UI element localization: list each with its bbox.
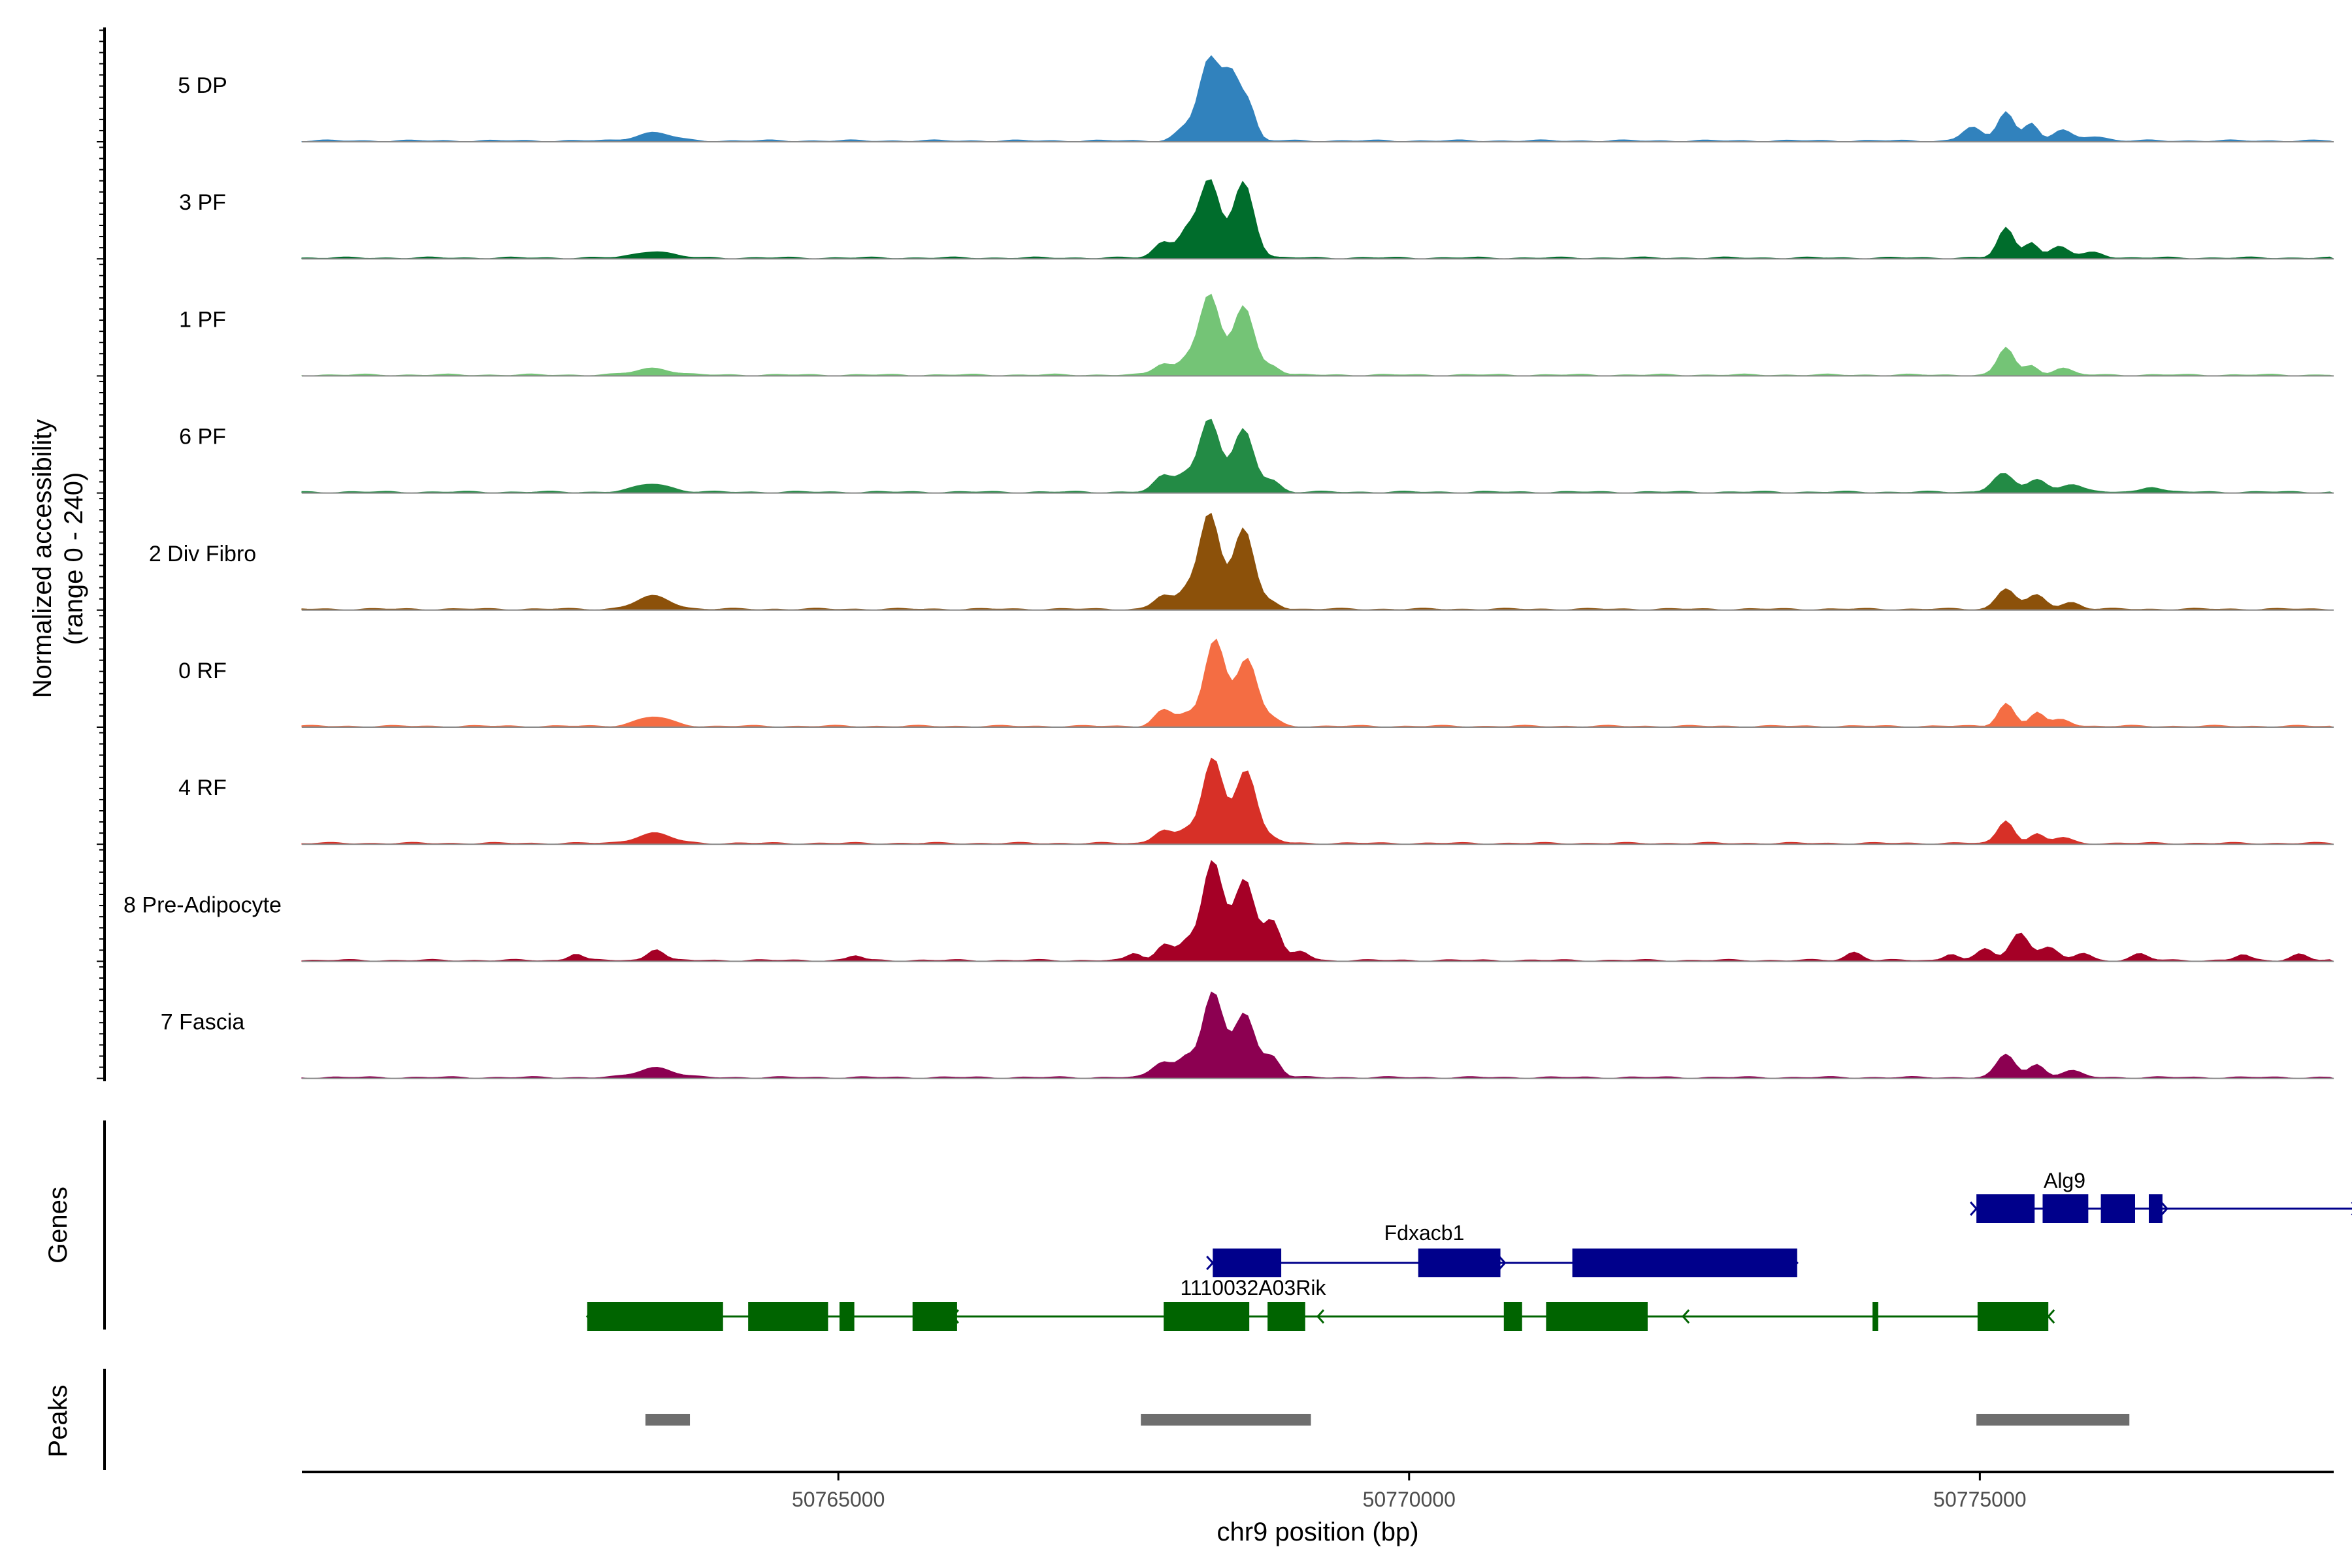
strand-chevron xyxy=(2160,1201,2168,1217)
coverage-area-6-pf xyxy=(301,418,2334,494)
gene-fdxacb1 xyxy=(1206,1249,1799,1277)
coverage-area-8-pre-adipocyte xyxy=(301,860,2334,962)
exon xyxy=(1546,1302,1648,1331)
coverage-area-1-pf xyxy=(301,293,2334,376)
gene-name-fdxacb1: Fdxacb1 xyxy=(1384,1221,1465,1245)
track-label-8-pre-adipocyte: 8 Pre-Adipocyte xyxy=(123,892,282,917)
track-1-pf xyxy=(301,293,2334,377)
exon xyxy=(1872,1302,1878,1331)
peak-region xyxy=(1141,1414,1311,1426)
track-label-7-fascia: 7 Fascia xyxy=(161,1010,245,1035)
strand-chevron xyxy=(1498,1255,1507,1271)
gene-name-1110032a03rik: 1110032A03Rik xyxy=(1181,1276,1327,1299)
exon xyxy=(2100,1194,2135,1223)
exon xyxy=(839,1302,855,1331)
exon xyxy=(1977,1302,2049,1331)
peak-region xyxy=(645,1414,691,1426)
coverage-tracks xyxy=(301,55,2334,1079)
strand-chevron xyxy=(1682,1309,1690,1324)
track-label-5-dp: 5 DP xyxy=(178,73,227,98)
x-tick-label: 50770000 xyxy=(1363,1488,1456,1511)
track-label-3-pf: 3 PF xyxy=(179,190,226,215)
track-label-2-div-fibro: 2 Div Fibro xyxy=(149,542,256,566)
exon xyxy=(1164,1302,1250,1331)
track-label-1-pf: 1 PF xyxy=(179,307,226,332)
exon xyxy=(1213,1249,1282,1277)
track-7-fascia xyxy=(301,991,2334,1079)
genes-panel-label: Genes xyxy=(44,1186,73,1264)
track-label-6-pf: 6 PF xyxy=(179,425,226,449)
coverage-area-2-div-fibro xyxy=(301,512,2334,611)
y-axes-group xyxy=(97,27,106,1081)
track-0-rf xyxy=(301,638,2334,728)
peak-annotation-track xyxy=(103,1369,2130,1470)
coverage-area-4-rf xyxy=(301,757,2334,845)
exon xyxy=(1976,1194,2035,1223)
exon xyxy=(912,1302,957,1331)
strand-chevron xyxy=(2047,1309,2055,1324)
gene-name-alg9: Alg9 xyxy=(2044,1169,2085,1192)
gene-annotation-track: Alg9 Fdxacb1 1110032A03Rik xyxy=(103,1120,2352,1331)
peaks-panel-label: Peaks xyxy=(44,1384,73,1457)
exon xyxy=(748,1302,828,1331)
peak-region xyxy=(1976,1414,2130,1426)
gene-alg9 xyxy=(1970,1194,2352,1223)
exon xyxy=(1503,1302,1522,1331)
x-tick-label: 50775000 xyxy=(1933,1488,2026,1511)
track-2-div-fibro xyxy=(301,512,2334,611)
exon xyxy=(1267,1302,1305,1331)
x-tick-label: 50765000 xyxy=(792,1488,885,1511)
strand-chevron xyxy=(1970,1201,1978,1217)
y-axis-title-line1: Normalized accessibility xyxy=(28,419,57,698)
exon xyxy=(1572,1249,1797,1277)
y-axis-title-line2: (range 0 - 240) xyxy=(59,472,88,645)
strand-chevron xyxy=(1206,1255,1215,1271)
exon xyxy=(587,1302,723,1331)
track-5-dp xyxy=(301,55,2334,142)
x-axis: 50765000 50770000 50775000 xyxy=(302,1471,2334,1511)
track-6-pf xyxy=(301,418,2334,494)
track-label-4-rf: 4 RF xyxy=(178,776,227,800)
gene-1110032a03rik xyxy=(585,1302,2055,1331)
x-axis-title: chr9 position (bp) xyxy=(1217,1518,1418,1546)
track-labels-group: 5 DP 3 PF 1 PF 6 PF 2 Div Fibro 0 RF 4 RF 8 Pre… xyxy=(123,73,282,1035)
track-label-0-rf: 0 RF xyxy=(178,659,227,683)
coverage-area-7-fascia xyxy=(301,991,2334,1079)
track-4-rf xyxy=(301,757,2334,845)
exon xyxy=(2148,1194,2163,1223)
exon xyxy=(1418,1249,1501,1277)
exon xyxy=(2042,1194,2089,1223)
track-3-pf xyxy=(301,179,2334,260)
coverage-area-3-pf xyxy=(301,179,2334,259)
coverage-area-5-dp xyxy=(301,55,2334,142)
coverage-area-0-rf xyxy=(301,638,2334,728)
strand-chevron xyxy=(1316,1309,1325,1324)
track-8-pre-adipocyte xyxy=(301,860,2334,962)
